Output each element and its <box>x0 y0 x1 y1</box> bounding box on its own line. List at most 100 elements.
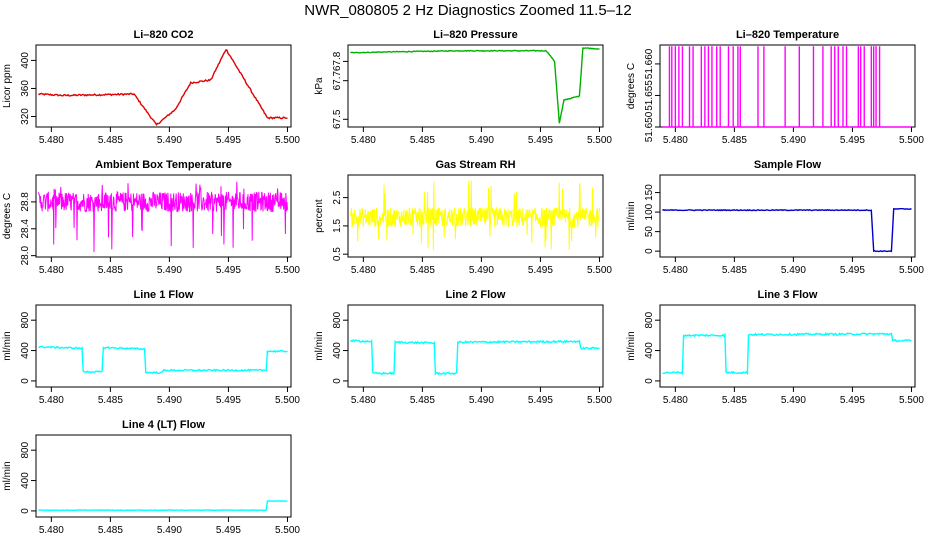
x-tick-label: 5.480 <box>663 395 688 406</box>
x-tick-label: 5.490 <box>157 525 182 536</box>
y-axis-label: ml/min <box>626 331 637 360</box>
x-tick-label: 5.495 <box>840 265 865 276</box>
series-line <box>37 181 288 253</box>
y-tick-label: 51.655 <box>644 80 655 111</box>
panel-0: Li–820 CO2 5.480 5.485 5.490 5.495 5.500 320 36… <box>2 29 300 146</box>
y-axis-label: degrees C <box>626 63 637 109</box>
series-line <box>38 345 288 375</box>
x-tick-label: 5.480 <box>663 135 688 146</box>
y-tick-label: 2.5 <box>332 190 343 204</box>
plot-frame <box>347 304 604 388</box>
x-tick-label: 5.495 <box>528 265 553 276</box>
y-tick-label: 800 <box>20 441 31 458</box>
panel-6: Line 1 Flow 5.480 5.485 5.490 5.495 5.500 0 400… <box>2 289 300 406</box>
x-tick-label: 5.485 <box>410 395 435 406</box>
y-tick-label: 28.0 <box>20 245 31 265</box>
plot-frame <box>659 304 916 388</box>
x-tick-label: 5.480 <box>351 265 376 276</box>
x-tick-label: 5.495 <box>528 135 553 146</box>
panel-5: Sample Flow 5.480 5.485 5.490 5.495 5.500 0 50 1… <box>626 159 924 276</box>
x-tick-label: 5.480 <box>39 525 64 536</box>
x-tick-label: 5.485 <box>410 135 435 146</box>
x-tick-label: 5.495 <box>216 525 241 536</box>
y-tick-label: 0 <box>644 248 655 254</box>
panel-9: Line 4 (LT) Flow 5.480 5.485 5.490 5.495 5.50… <box>2 419 300 536</box>
panel-title: Li–820 CO2 <box>134 29 194 41</box>
panel-3: Ambient Box Temperature 5.480 5.485 5.490 5.… <box>2 159 300 276</box>
x-tick-label: 5.495 <box>528 395 553 406</box>
y-tick-label: 400 <box>332 342 343 359</box>
y-tick-label: 400 <box>20 52 31 69</box>
x-tick-label: 5.485 <box>722 265 747 276</box>
series-line <box>662 207 912 253</box>
y-axis-label: percent <box>314 199 325 233</box>
panel-title: Gas Stream RH <box>435 159 515 171</box>
x-tick-label: 5.485 <box>98 525 123 536</box>
y-tick-label: 28.8 <box>20 192 31 212</box>
x-tick-label: 5.485 <box>410 265 435 276</box>
x-tick-label: 5.495 <box>840 135 865 146</box>
y-axis-label: kPa <box>314 77 325 95</box>
plot-frame <box>35 44 292 128</box>
panel-2: Li–820 Temperature 5.480 5.485 5.490 5.495 5.… <box>626 29 924 146</box>
x-tick-label: 5.500 <box>275 135 300 146</box>
plot-frame <box>35 434 292 518</box>
plot-frame <box>35 304 292 388</box>
panel-title: Ambient Box Temperature <box>95 159 232 171</box>
series-line <box>349 180 600 251</box>
y-tick-label: 1.5 <box>332 219 343 233</box>
plot-frame <box>659 44 916 128</box>
y-tick-label: 0 <box>20 378 31 384</box>
y-tick-label: 67.5 <box>332 109 343 129</box>
series-line <box>38 48 288 126</box>
panel-title: Line 1 Flow <box>134 289 194 301</box>
series-line <box>662 332 912 376</box>
y-tick-label: 51.660 <box>644 48 655 79</box>
y-tick-label: 0.5 <box>332 247 343 261</box>
panel-1: Li–820 Pressure 5.480 5.485 5.490 5.495 5.500… <box>314 29 612 146</box>
series-line <box>350 47 600 124</box>
panel-7: Line 2 Flow 5.480 5.485 5.490 5.495 5.500 0 400… <box>314 289 612 406</box>
y-tick-label: 320 <box>20 108 31 125</box>
panel-title: Line 4 (LT) Flow <box>122 419 205 431</box>
x-tick-label: 5.480 <box>39 135 64 146</box>
y-tick-label: 51.650 <box>644 111 655 142</box>
plot-frame <box>659 174 916 258</box>
y-axis-label: degrees C <box>2 193 13 239</box>
series-line <box>349 338 600 376</box>
y-axis-label: ml/min <box>2 461 13 490</box>
y-axis-label: ml/min <box>626 201 637 230</box>
x-tick-label: 5.485 <box>98 265 123 276</box>
panel-title: Line 3 Flow <box>758 289 818 301</box>
y-tick-label: 400 <box>20 472 31 489</box>
y-tick-label: 67.7 <box>332 71 343 91</box>
y-tick-label: 50 <box>644 226 655 238</box>
x-tick-label: 5.490 <box>781 265 806 276</box>
x-tick-label: 5.485 <box>98 135 123 146</box>
panel-title: Line 2 Flow <box>446 289 506 301</box>
x-tick-label: 5.500 <box>275 525 300 536</box>
x-tick-label: 5.500 <box>899 135 924 146</box>
panel-8: Line 3 Flow 5.480 5.485 5.490 5.495 5.500 0 400… <box>626 289 924 406</box>
y-tick-label: 100 <box>644 203 655 220</box>
x-tick-label: 5.495 <box>216 135 241 146</box>
y-tick-label: 360 <box>20 80 31 97</box>
plot-frame <box>35 174 292 258</box>
plot-frame <box>347 174 604 258</box>
x-tick-label: 5.490 <box>157 395 182 406</box>
x-tick-label: 5.485 <box>98 395 123 406</box>
plot-frame <box>347 44 604 128</box>
x-tick-label: 5.480 <box>351 135 376 146</box>
y-axis-label: ml/min <box>2 331 13 360</box>
x-tick-label: 5.490 <box>781 395 806 406</box>
x-tick-label: 5.490 <box>157 265 182 276</box>
y-tick-label: 0 <box>644 378 655 384</box>
y-tick-label: 28.4 <box>20 219 31 239</box>
x-tick-label: 5.500 <box>587 135 612 146</box>
main-title: NWR_080805 2 Hz Diagnostics Zoomed 11.5–… <box>304 2 632 19</box>
x-tick-label: 5.480 <box>39 265 64 276</box>
panel-4: Gas Stream RH 5.480 5.485 5.490 5.495 5.500 0.… <box>314 159 612 276</box>
x-tick-label: 5.490 <box>469 395 494 406</box>
x-tick-label: 5.500 <box>275 395 300 406</box>
